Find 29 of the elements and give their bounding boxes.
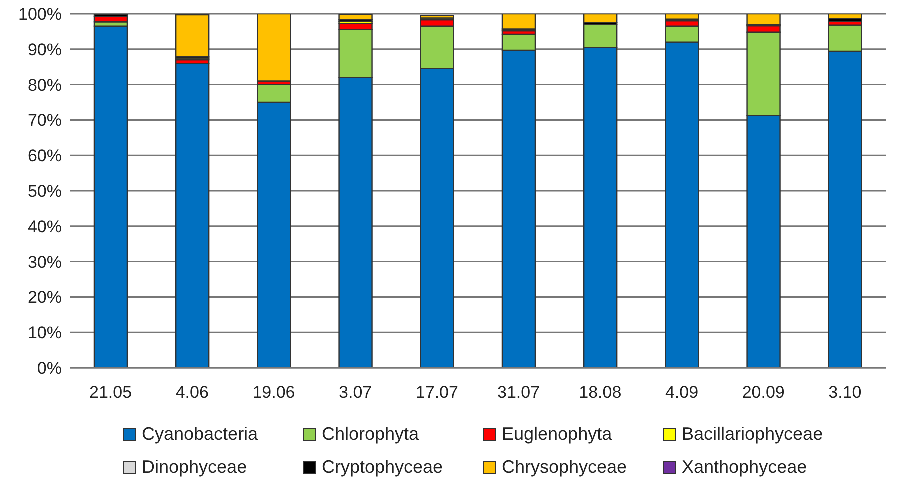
y-tick-label: 70%: [28, 111, 62, 130]
y-tick-label: 100%: [18, 5, 62, 24]
y-tick-label: 10%: [28, 324, 62, 343]
legend-label: Chlorophyta: [322, 424, 420, 445]
x-tick-label: 20.09: [742, 383, 785, 402]
x-tick-label: 31.07: [498, 383, 540, 402]
y-tick-label: 90%: [28, 40, 62, 60]
legend-label: Dinophyceae: [142, 457, 248, 478]
y-tick-label: 50%: [28, 182, 62, 202]
legend-label: Chrysophyceae: [502, 457, 628, 478]
x-tick-label: 3.10: [828, 383, 862, 402]
legend-label: Bacillariophyceae: [682, 424, 824, 445]
x-tick-label: 4.06: [176, 383, 209, 402]
legend-label: Cyanobacteria: [142, 424, 258, 445]
legend-label: Euglenophyta: [502, 424, 612, 445]
x-tick-label: 21.05: [90, 383, 132, 402]
x-tick-label: 19.06: [252, 383, 296, 402]
y-tick-label: 60%: [28, 146, 62, 166]
legend-label: Xanthophyceae: [682, 457, 808, 478]
x-tick-label: 18.08: [579, 383, 622, 402]
y-tick-label: 0%: [37, 359, 62, 378]
x-tick-label: 4.09: [665, 383, 699, 402]
y-tick-label: 30%: [28, 252, 62, 272]
y-tick-label: 40%: [28, 217, 62, 236]
y-tick-label: 80%: [28, 76, 62, 95]
y-tick-label: 20%: [28, 288, 62, 308]
x-tick-label: 3.07: [339, 383, 372, 402]
x-tick-label: 17.07: [416, 383, 458, 402]
legend-label: Cryptophyceae: [322, 457, 444, 478]
